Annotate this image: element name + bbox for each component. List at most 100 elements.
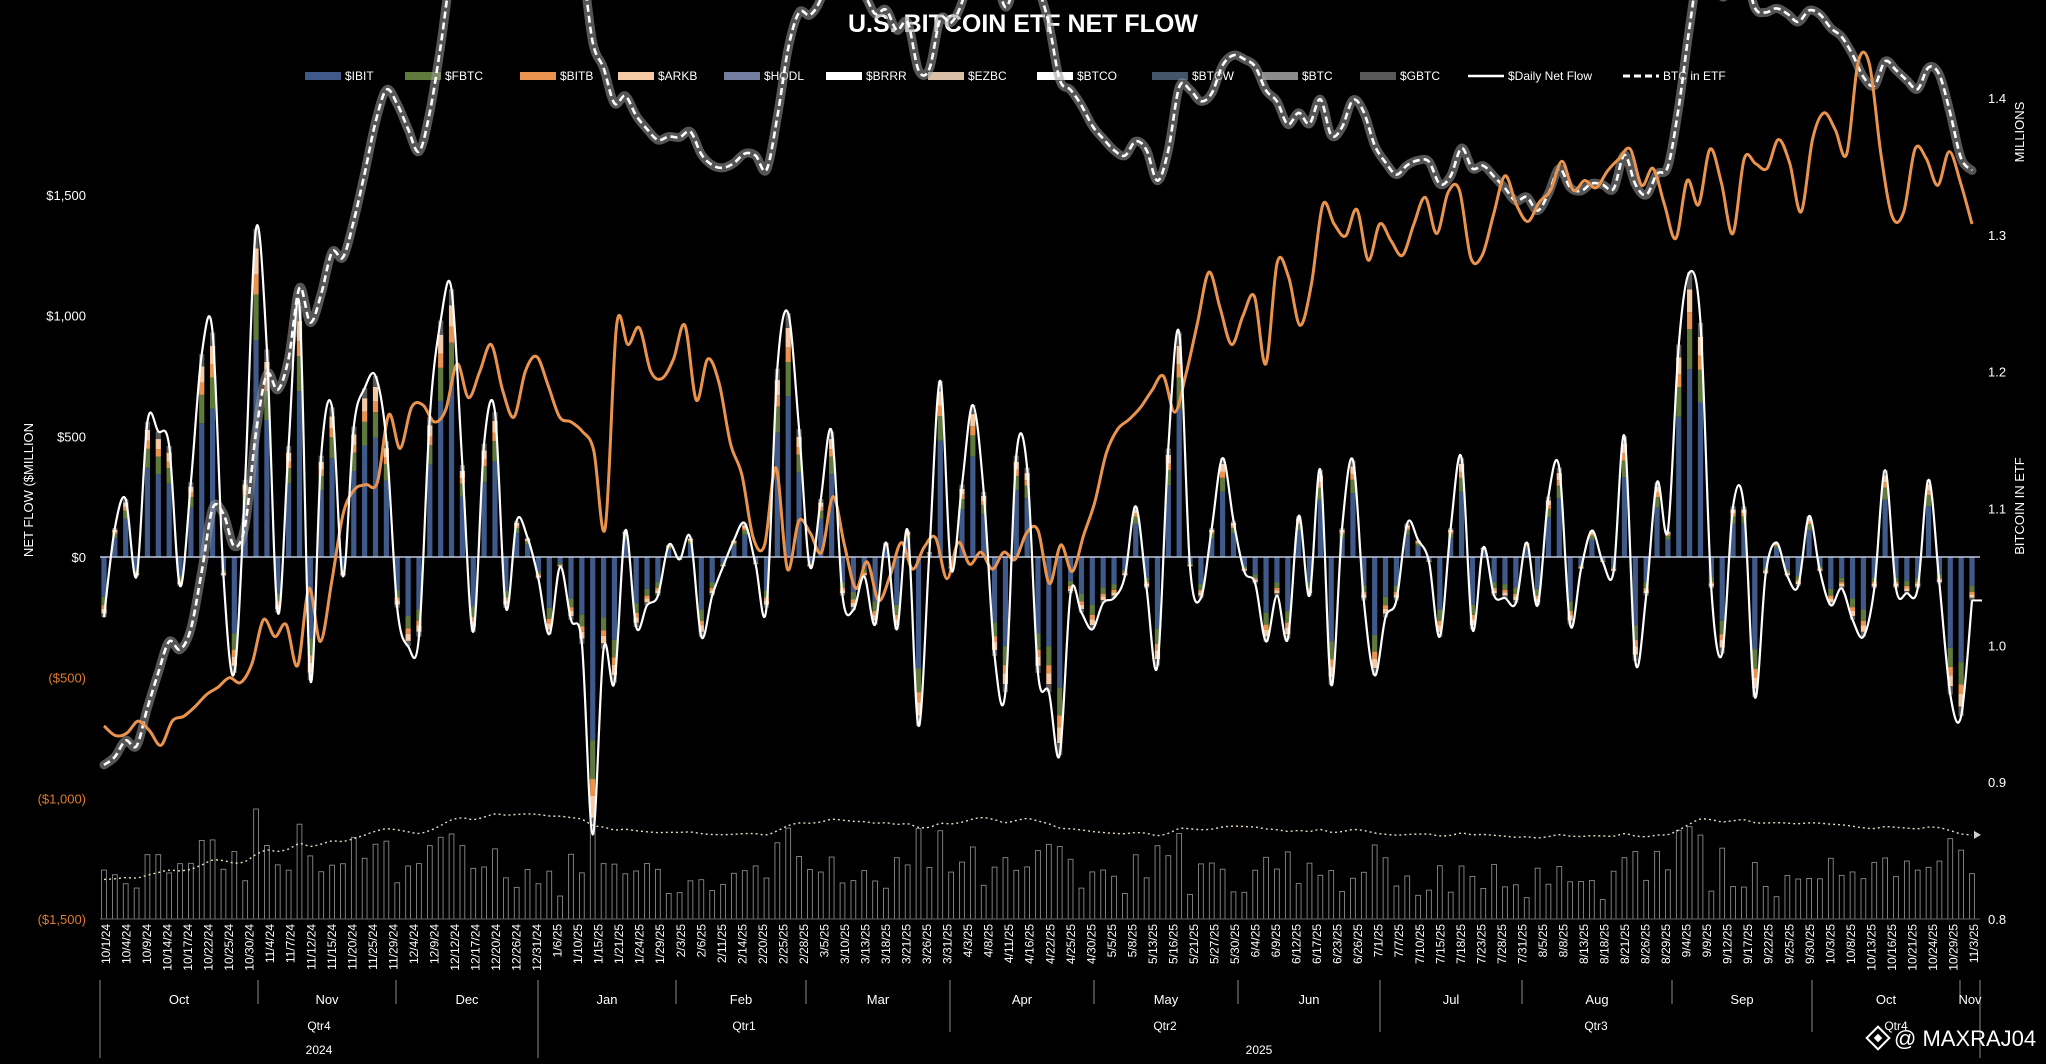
month-label: Feb bbox=[730, 992, 752, 1007]
x-tick-label: 4/8/25 bbox=[982, 924, 996, 958]
volume-bar bbox=[1404, 875, 1411, 920]
volume-bar bbox=[1393, 885, 1400, 920]
x-tick-label: 10/29/25 bbox=[1946, 924, 1960, 971]
flow-bar bbox=[1415, 542, 1421, 544]
flow-bar-stack bbox=[1925, 479, 1932, 557]
x-tick-label: 6/12/25 bbox=[1290, 924, 1304, 964]
flow-bar bbox=[1328, 641, 1334, 660]
flow-bar bbox=[622, 535, 628, 540]
volume-bar bbox=[741, 870, 748, 920]
flow-bar-stack bbox=[557, 557, 563, 567]
flow-bar bbox=[1372, 635, 1378, 652]
volume-bar bbox=[1165, 855, 1172, 920]
flow-bar bbox=[307, 655, 313, 663]
flow-bar bbox=[1958, 693, 1964, 707]
flow-bar bbox=[1882, 470, 1888, 476]
y2-tick-label: 1.2 bbox=[1988, 365, 2006, 380]
flow-bar bbox=[1404, 529, 1410, 535]
flow-bar bbox=[611, 639, 618, 658]
flow-bar bbox=[1372, 651, 1378, 659]
flow-bar bbox=[1263, 624, 1269, 630]
x-tick-label: 12/9/24 bbox=[427, 924, 441, 964]
flow-bar bbox=[1469, 614, 1476, 620]
flow-bar-stack bbox=[1882, 470, 1888, 557]
volume-bar bbox=[1436, 865, 1443, 920]
x-tick-label: 11/25/24 bbox=[366, 924, 380, 970]
flow-bar bbox=[698, 557, 704, 610]
month-label: Jul bbox=[1443, 992, 1460, 1007]
x-tick-label: 9/12/25 bbox=[1721, 924, 1735, 964]
volume-bar bbox=[622, 873, 629, 920]
volume-bar bbox=[1143, 877, 1150, 920]
volume-bar bbox=[112, 874, 118, 920]
flow-bar bbox=[1046, 684, 1052, 693]
flow-bar bbox=[1263, 636, 1269, 642]
volume-bar bbox=[817, 871, 824, 920]
flow-bar bbox=[329, 458, 335, 557]
x-tick-label: 8/13/25 bbox=[1577, 924, 1591, 964]
flow-bar bbox=[1154, 557, 1161, 629]
flow-bar bbox=[1089, 614, 1095, 620]
flow-bar bbox=[1013, 469, 1019, 476]
flow-bar bbox=[1046, 665, 1052, 674]
volume-bar bbox=[1252, 869, 1259, 920]
x-tick-label: 10/8/25 bbox=[1844, 924, 1858, 964]
flow-bar bbox=[590, 795, 596, 818]
volume-bar bbox=[1534, 867, 1541, 920]
month-label: Apr bbox=[1012, 992, 1033, 1007]
flow-bar bbox=[1925, 484, 1932, 491]
flow-bar bbox=[959, 494, 965, 500]
flow-bar bbox=[1241, 566, 1247, 569]
flow-bar bbox=[1274, 593, 1280, 596]
flow-bar bbox=[1806, 521, 1812, 525]
flow-bar bbox=[1502, 592, 1508, 596]
flow-bar bbox=[1089, 557, 1095, 605]
x-tick-label: 12/12/24 bbox=[448, 924, 462, 971]
flow-bar bbox=[698, 625, 704, 632]
flow-bar bbox=[1252, 574, 1258, 579]
flow-bar bbox=[1719, 640, 1725, 648]
flow-bar bbox=[286, 468, 292, 484]
legend-item: $BITB bbox=[520, 69, 593, 83]
flow-bar bbox=[1350, 479, 1356, 494]
volume-bar bbox=[1241, 891, 1248, 920]
x-tick-label: 9/17/25 bbox=[1741, 924, 1755, 964]
flow-bar bbox=[785, 396, 791, 557]
flow-bar bbox=[557, 557, 563, 564]
flow-bar bbox=[1133, 523, 1139, 557]
flow-bar bbox=[872, 601, 878, 612]
x-tick-label: 8/21/25 bbox=[1618, 924, 1632, 964]
flow-bar bbox=[1491, 582, 1497, 588]
flow-bar bbox=[1806, 529, 1812, 557]
flow-bar bbox=[709, 557, 715, 583]
x-tick-label: 11/15/24 bbox=[325, 924, 339, 970]
flow-bar bbox=[318, 490, 324, 557]
month-label: Dec bbox=[455, 992, 479, 1007]
flow-bar bbox=[1350, 493, 1356, 557]
flow-bar bbox=[1697, 336, 1704, 356]
x-tick-label: 2/25/25 bbox=[776, 924, 790, 964]
volume-bar bbox=[1371, 844, 1378, 920]
flow-bar bbox=[1328, 557, 1334, 642]
flow-bar bbox=[546, 618, 552, 624]
flow-bar bbox=[829, 449, 835, 457]
volume-bar bbox=[1665, 869, 1671, 920]
flow-bar bbox=[633, 617, 639, 623]
flow-bar bbox=[785, 327, 791, 348]
flow-bar bbox=[1154, 628, 1161, 644]
volume-bar bbox=[850, 880, 857, 920]
flow-bar bbox=[1904, 585, 1910, 589]
x-tick-label: 10/16/25 bbox=[1885, 924, 1899, 971]
flow-bar bbox=[144, 448, 151, 468]
flow-bar bbox=[1372, 668, 1378, 676]
flow-bar bbox=[1274, 582, 1280, 588]
btc-in-etf-line bbox=[103, 0, 1973, 766]
flow-bar bbox=[438, 400, 444, 557]
flow-bar bbox=[1306, 582, 1313, 588]
flow-bar bbox=[1144, 557, 1150, 578]
volume-bar bbox=[980, 884, 987, 920]
flow-bar-stack bbox=[1860, 557, 1866, 637]
legend-label: $GBTC bbox=[1400, 69, 1440, 83]
flow-bar bbox=[1285, 611, 1291, 623]
flow-bar bbox=[915, 557, 922, 669]
